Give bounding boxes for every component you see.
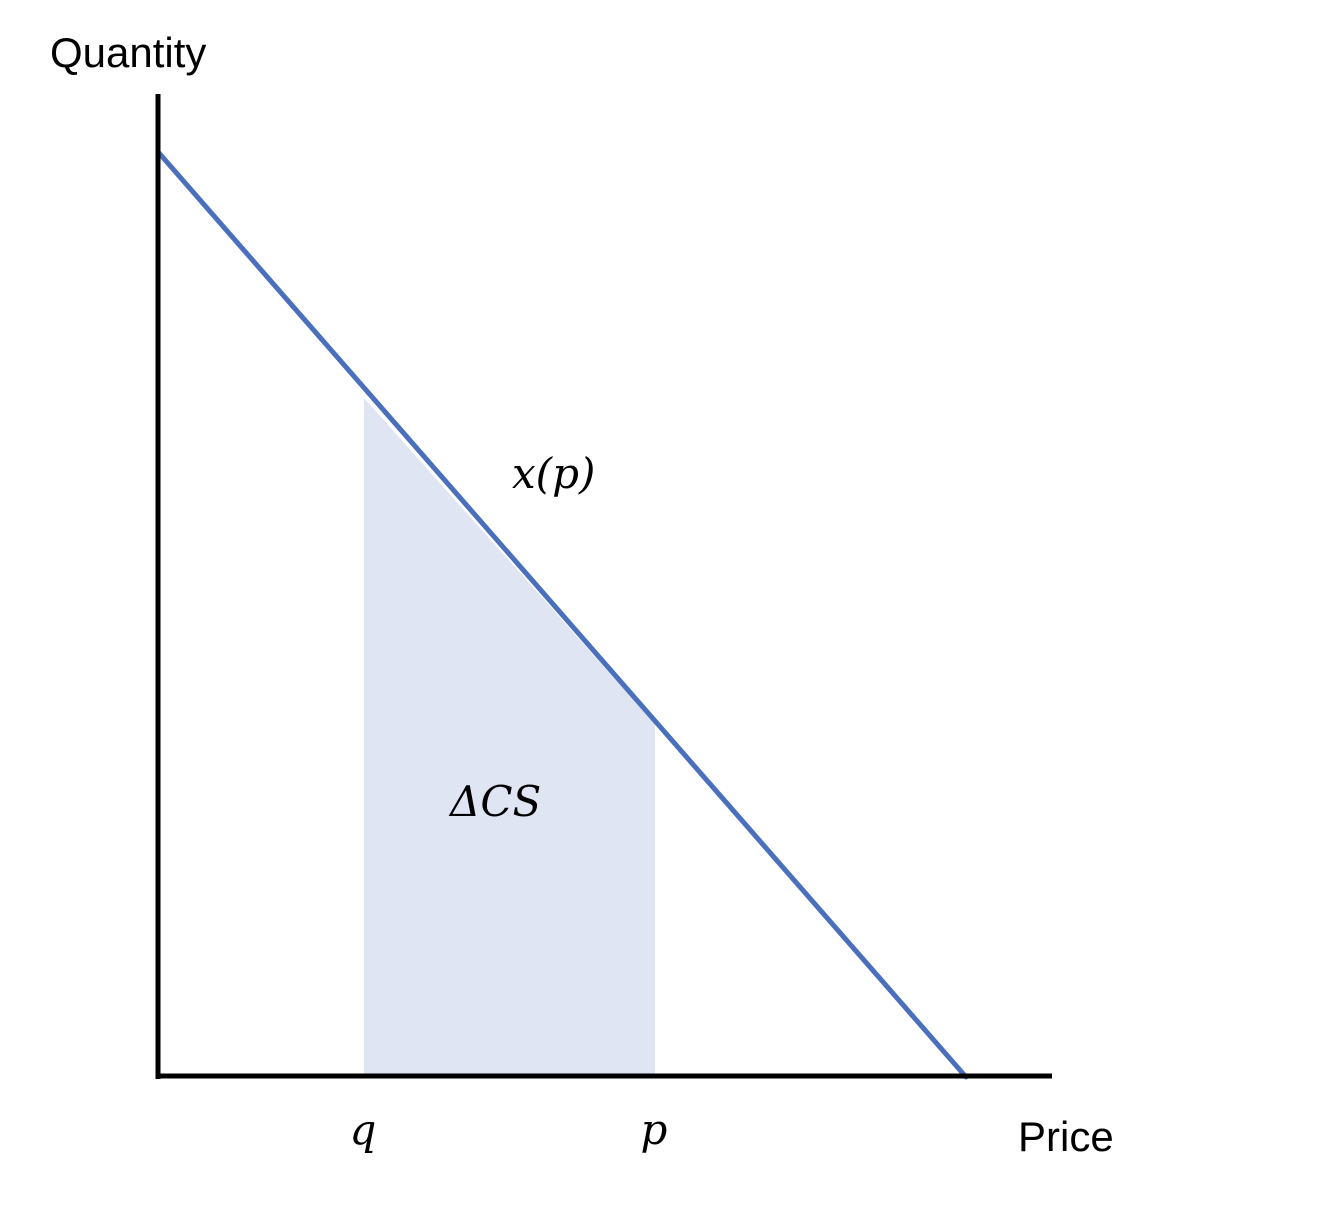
- tick-label-p: p: [641, 1105, 668, 1154]
- curve-label: x(p): [512, 449, 595, 498]
- demand-curve-line: [156, 150, 969, 1080]
- area-label: ΔCS: [448, 777, 541, 826]
- tick-label-q: q: [350, 1105, 377, 1154]
- x-axis-title: Price: [1018, 1113, 1114, 1160]
- y-axis-title: Quantity: [50, 29, 206, 76]
- delta-cs-shaded-area: [364, 398, 655, 1076]
